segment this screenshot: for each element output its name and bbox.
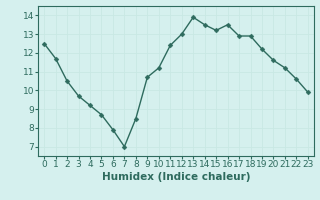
X-axis label: Humidex (Indice chaleur): Humidex (Indice chaleur) — [102, 172, 250, 182]
